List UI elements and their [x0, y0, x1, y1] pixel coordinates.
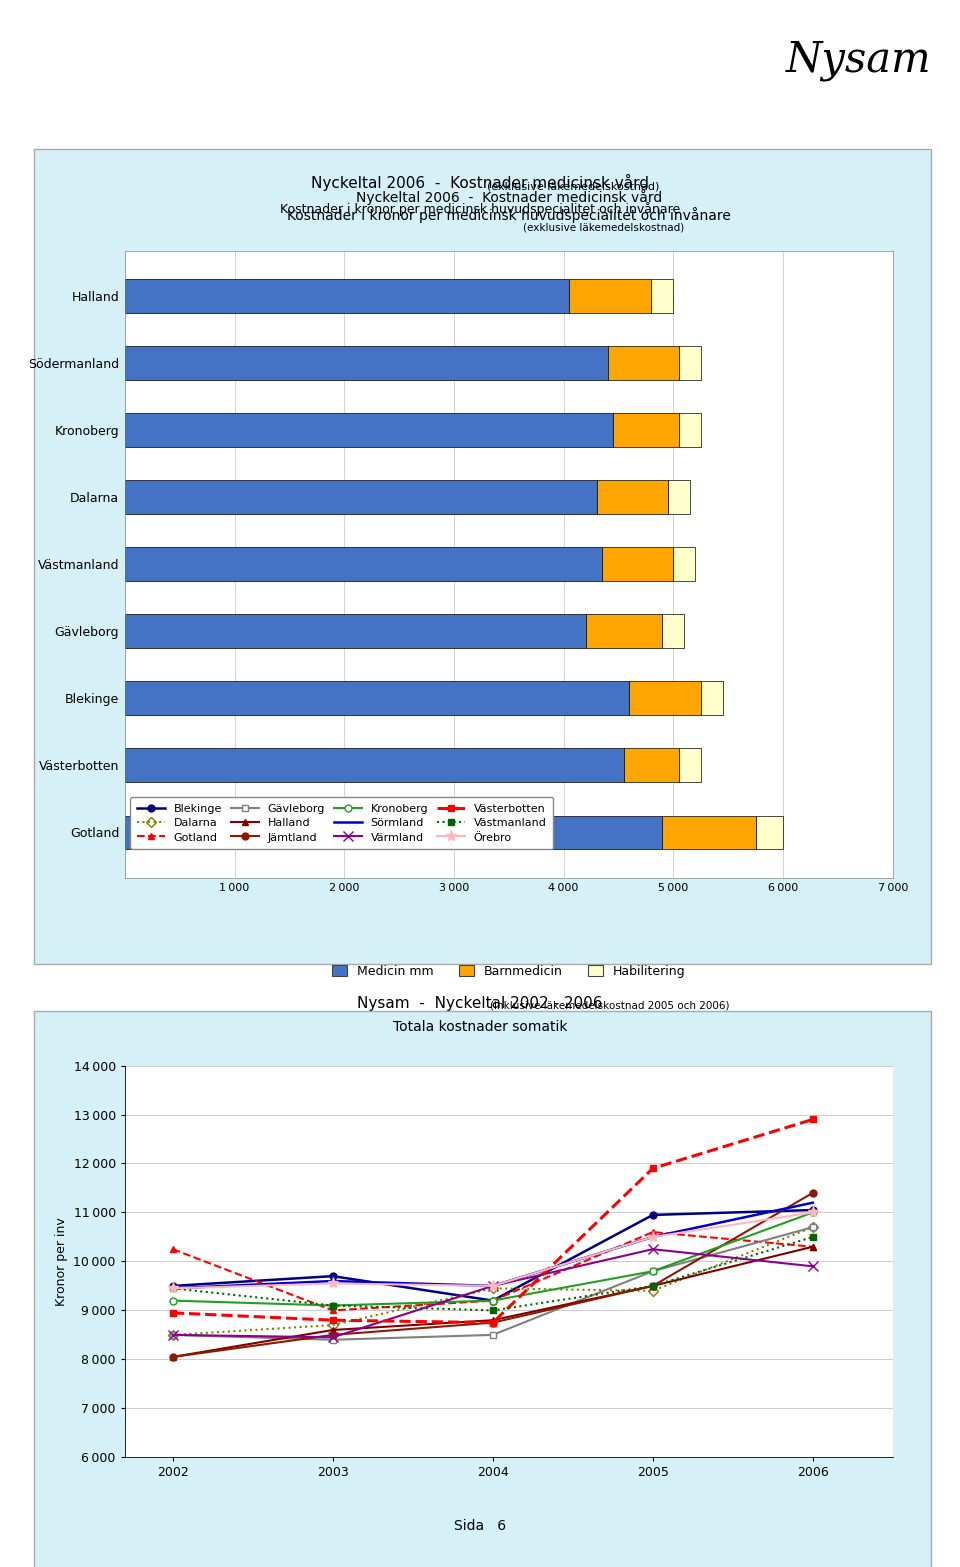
Bar: [673, 547, 695, 581]
Bar: [756, 815, 783, 849]
Text: (exklusive läkemedelskostnad): (exklusive läkemedelskostnad): [523, 223, 684, 232]
Bar: [662, 815, 756, 849]
Bar: [596, 481, 668, 514]
Bar: [679, 414, 701, 447]
Text: (exklusive läkemedelskostnad): (exklusive läkemedelskostnad): [480, 182, 660, 191]
Bar: [602, 547, 673, 581]
Bar: [668, 481, 690, 514]
Title: Nyckeltal 2006  -  Kostnader medicinsk vård
Kostnader i kronor per medicinsk huv: Nyckeltal 2006 - Kostnader medicinsk vår…: [287, 188, 731, 223]
Bar: [125, 614, 586, 647]
Bar: [125, 414, 613, 447]
Bar: [125, 547, 602, 581]
Text: Totala kostnader somatik: Totala kostnader somatik: [393, 1020, 567, 1034]
Bar: [125, 682, 630, 715]
Text: Nysam  -  Nyckeltal 2002 - 2006: Nysam - Nyckeltal 2002 - 2006: [357, 995, 603, 1011]
Text: Sida   6: Sida 6: [454, 1518, 506, 1533]
Legend: Medicin mm, Barnmedicin, Habilitering: Medicin mm, Barnmedicin, Habilitering: [326, 959, 691, 984]
Y-axis label: Kronor per inv: Kronor per inv: [55, 1218, 68, 1305]
Bar: [630, 682, 701, 715]
Text: (inklusive läkemedelskostnad 2005 och 2006): (inklusive läkemedelskostnad 2005 och 20…: [230, 1001, 730, 1011]
Bar: [608, 346, 679, 379]
Text: Nysam: Nysam: [785, 39, 931, 81]
Bar: [125, 749, 624, 782]
Bar: [679, 346, 701, 379]
Text: Kostnader i kronor per medicinsk huvudspecialitet och invånare: Kostnader i kronor per medicinsk huvudsp…: [280, 202, 680, 216]
Bar: [125, 815, 662, 849]
Bar: [613, 414, 679, 447]
Bar: [652, 279, 673, 313]
Bar: [125, 346, 608, 379]
Bar: [701, 682, 723, 715]
Bar: [125, 481, 596, 514]
Bar: [569, 279, 652, 313]
Bar: [662, 614, 684, 647]
Text: Nyckeltal 2006  -  Kostnader medicinsk vård: Nyckeltal 2006 - Kostnader medicinsk vår…: [311, 174, 649, 191]
Bar: [624, 749, 679, 782]
Bar: [586, 614, 662, 647]
Bar: [125, 279, 569, 313]
Bar: [679, 749, 701, 782]
Legend: Blekinge, Dalarna, Gotland, Gävleborg, Halland, Jämtland, Kronoberg, Sörmland, V: Blekinge, Dalarna, Gotland, Gävleborg, H…: [131, 798, 553, 849]
